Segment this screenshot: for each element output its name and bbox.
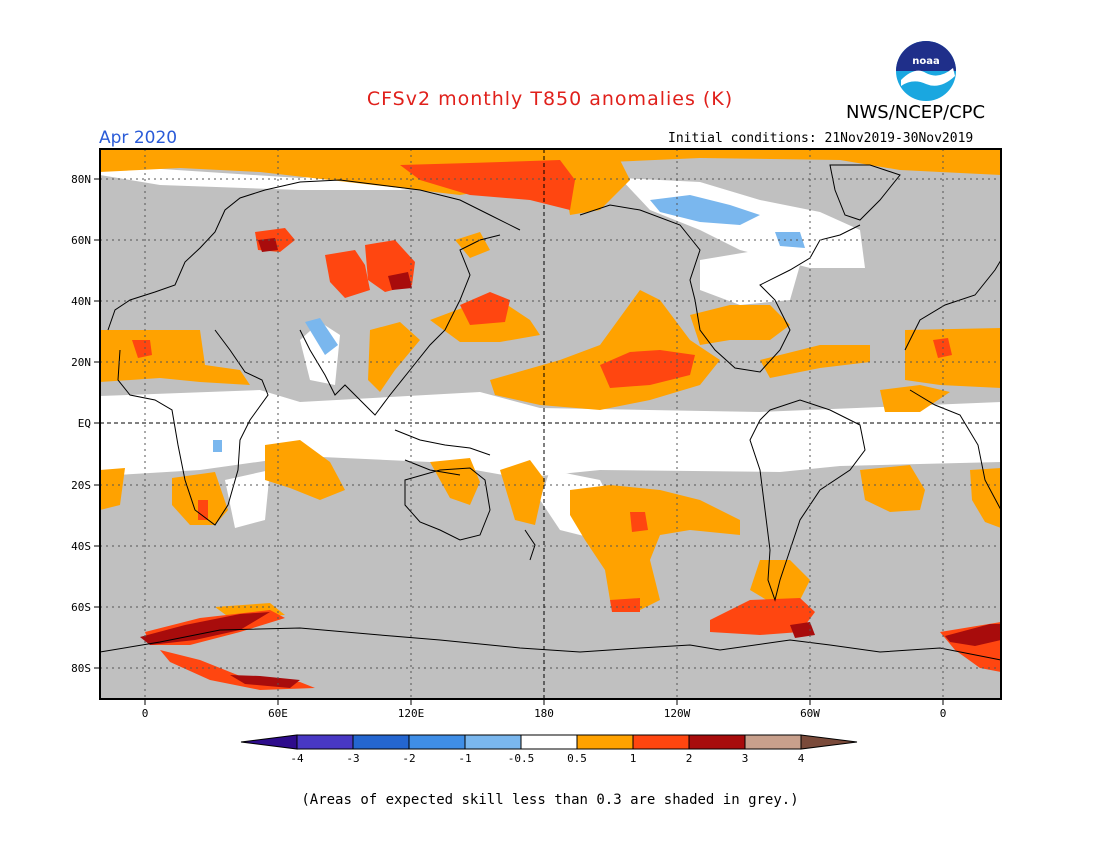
colorbar-bin-1: [296, 734, 354, 750]
colorbar-bin-0: [240, 734, 298, 750]
coast-antarctica: [99, 627, 1002, 661]
orange-southwest-pacific: [500, 460, 545, 525]
lon-label-60w: 60W: [800, 707, 820, 720]
darkred-antarctic-indian: [140, 612, 270, 645]
lon-gridlines: [144, 149, 944, 699]
white-region-tropical-africa: [225, 470, 270, 528]
orange-north-pacific-aleutian: [455, 232, 490, 258]
lat-label-60n: 60N: [71, 234, 91, 247]
orange-tropical-atlantic: [880, 385, 950, 412]
colorbar-tick-labels: -4 -3 -2 -1 -0.5 0.5 1 2 3 4: [290, 752, 804, 765]
lon-label-0-east: 0: [940, 707, 947, 720]
colorbar-bin-7: [632, 734, 690, 750]
blue-east-africa: [213, 440, 222, 452]
coast-indonesia: [394, 429, 491, 476]
white-band-equatorial: [100, 390, 1001, 478]
coast-greenland: [829, 164, 901, 221]
orange-south-pacific: [570, 485, 740, 610]
orange-north-africa-east: [905, 328, 1001, 388]
lat-label-60s: 60S: [71, 601, 91, 614]
colorbar-bin-6: [576, 734, 634, 750]
lon-label-180: 180: [534, 707, 554, 720]
darkred-east-europe: [258, 238, 278, 252]
colorbar-tick-label: -0.5: [508, 752, 535, 765]
coast-new-zealand: [524, 529, 536, 561]
blue-canadian-arctic: [650, 195, 760, 225]
lat-label-40n: 40N: [71, 295, 91, 308]
forecast-period: Apr 2020: [99, 128, 178, 148]
colorbar-tick-label: 2: [686, 752, 693, 765]
red-sahara: [132, 340, 152, 358]
lon-label-120w: 120W: [664, 707, 691, 720]
white-region-north-pacific-east: [700, 250, 800, 305]
map-title: CFSv2 monthly T850 anomalies (K): [366, 88, 734, 110]
orange-south-atlantic: [860, 465, 925, 512]
orange-east-atlantic-south: [970, 468, 1001, 528]
lon-label-0: 0: [142, 707, 149, 720]
colorbar-tick-label: 3: [742, 752, 749, 765]
colorbar-tick-label: -4: [290, 752, 304, 765]
lat-label-80n: 80N: [71, 173, 91, 186]
colorbar-tick-label: 1: [630, 752, 637, 765]
red-subtropical-pacific: [600, 350, 695, 388]
colorbar-bin-3: [408, 734, 466, 750]
colorbar-bin-2: [352, 734, 410, 750]
lat-ticks: [94, 178, 100, 669]
red-south-africa: [198, 500, 208, 520]
coast-europe-africa: [107, 189, 269, 526]
colorbar-tick-label: -1: [458, 752, 471, 765]
orange-arctic-greenland: [560, 160, 630, 215]
colorbar-bin-10: [800, 734, 858, 750]
map-frame: [99, 148, 1002, 700]
colorbar-bin-4: [464, 734, 522, 750]
lat-label-20s: 20S: [71, 479, 91, 492]
agency-label: NWS/NCEP/CPC: [846, 102, 986, 123]
darkred-antarctic-peninsula: [790, 622, 815, 638]
lat-label-eq: EQ: [78, 417, 91, 430]
orange-south-indian: [265, 440, 345, 500]
darkred-siberia: [388, 272, 412, 290]
red-japan-pacific: [460, 292, 510, 325]
colorbar-bin-9: [744, 734, 802, 750]
lat-label-80s: 80S: [71, 662, 91, 675]
colorbar-bin-8: [688, 734, 746, 750]
noaa-logo-text: noaa: [912, 56, 940, 67]
darkred-antarctic-ross: [230, 675, 300, 688]
red-arctic-pacific: [400, 160, 575, 210]
lat-label-40s: 40S: [71, 540, 91, 553]
lon-label-120e: 120E: [398, 707, 425, 720]
colorbar-tick-label: -3: [346, 752, 359, 765]
lat-label-20n: 20N: [71, 356, 91, 369]
coast-europe-east-repeat: [904, 259, 1002, 511]
lon-ticks: [144, 699, 944, 705]
coast-australia: [404, 467, 491, 541]
red-siberia: [325, 250, 370, 298]
colorbar-tick-label: 0.5: [567, 752, 587, 765]
orange-asia-south: [368, 322, 420, 392]
coast-north-america: [579, 204, 861, 373]
colorbar-tick-label: -2: [402, 752, 415, 765]
coast-asia: [264, 179, 521, 416]
red-southern-ocean-atlantic: [610, 598, 640, 612]
colorbar-bin-5: [520, 734, 578, 750]
blue-central-asia: [305, 318, 338, 355]
lat-gridlines: [100, 178, 1001, 669]
initial-conditions: Initial conditions: 21Nov2019-30Nov2019: [668, 131, 974, 146]
noaa-logo-icon: noaa: [896, 41, 956, 101]
colorbar: [240, 734, 858, 750]
coast-south-america: [749, 399, 866, 602]
darkred-antarctic-east-edge: [945, 624, 1001, 646]
red-south-pacific-spot: [630, 512, 648, 532]
colorbar-tick-label: 4: [798, 752, 805, 765]
skill-note: (Areas of expected skill less than 0.3 a…: [301, 792, 799, 808]
coastlines: [99, 164, 1002, 661]
orange-east-pacific-north: [690, 305, 790, 345]
orange-west-africa: [100, 468, 125, 510]
lon-label-60e: 60E: [268, 707, 288, 720]
